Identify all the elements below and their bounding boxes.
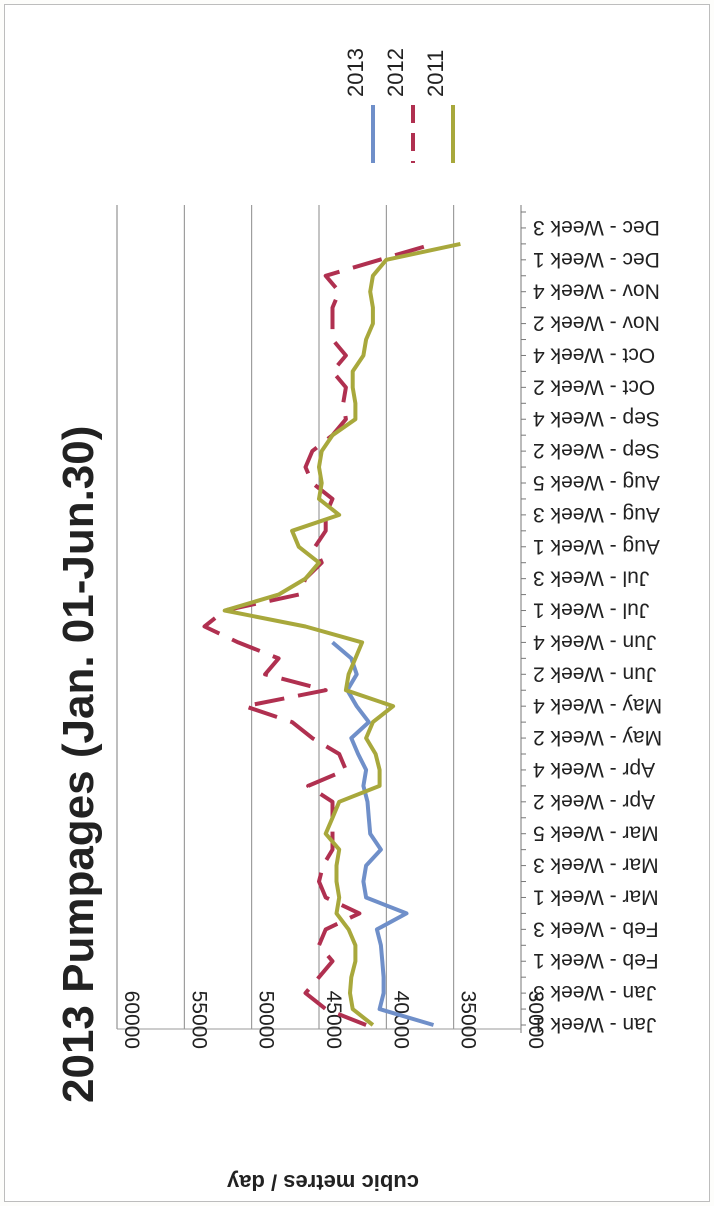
series-line-2012 (202, 241, 435, 1027)
category-tick-label: May - Week 4 (533, 694, 662, 717)
category-tick-label: Feb - Week 1 (533, 949, 659, 972)
value-tick-label: 35000 (457, 991, 480, 1049)
value-tick-label: 45000 (322, 991, 345, 1049)
category-tick-label: Apr - Week 4 (533, 758, 655, 781)
category-tick-label: Sep - Week 4 (533, 407, 660, 430)
legend-label-2012: 2012 (383, 48, 408, 97)
category-tick-label: Dec - Week 3 (533, 216, 660, 239)
legend-label-2011: 2011 (423, 50, 448, 97)
rotated-chart-group: Jan - Week 1 Jan - Week 3 Feb - Week 1 Feb … (54, 48, 662, 1195)
value-axis-label: cubic metres / day (226, 1170, 419, 1195)
chart-frame: Jan - Week 1 Jan - Week 3 Feb - Week 1 Feb … (4, 4, 710, 1202)
category-tick-label: May - Week 2 (533, 726, 662, 749)
category-tick-label: Oct - Week 2 (533, 375, 655, 398)
category-tick-label: Aug - Week 1 (533, 535, 660, 558)
value-tick-label: 30000 (524, 991, 547, 1049)
category-tick-label: Feb - Week 3 (533, 917, 659, 940)
category-tick-label: Mar - Week 1 (533, 885, 659, 908)
value-tick-label: 60000 (120, 991, 143, 1049)
category-tick-label: Jan - Week 1 (533, 1013, 656, 1036)
category-tick-label: Jul - Week 1 (533, 599, 649, 622)
chart-title: 2013 Pumpages (Jan. 01-Jun.30) (54, 426, 103, 1103)
category-tick-label: Aug - Week 5 (533, 471, 660, 494)
category-tick-label: Oct - Week 4 (533, 343, 655, 366)
value-tick-label: 55000 (187, 991, 210, 1049)
legend-label-2013: 2013 (343, 48, 368, 97)
category-tick-label: Jun - Week 2 (533, 662, 656, 685)
series-line-2013 (331, 640, 435, 1027)
category-tick-label: Jun - Week 4 (533, 630, 657, 653)
value-tick-label: 40000 (389, 991, 412, 1049)
value-tick-label: 50000 (255, 991, 278, 1049)
category-tick-label: Sep - Week 2 (533, 439, 660, 462)
category-tick-label: Nov - Week 2 (533, 312, 660, 335)
category-tick-label: Mar - Week 5 (533, 822, 659, 845)
category-tick-label: Mar - Week 3 (533, 854, 659, 877)
category-tick-label: Aug - Week 3 (533, 503, 660, 526)
pumpages-chart: Jan - Week 1 Jan - Week 3 Feb - Week 1 Feb … (54, 48, 662, 1195)
category-tick-label: Dec - Week 1 (533, 248, 660, 271)
category-tick-label: Apr - Week 2 (533, 790, 655, 813)
series-line-2011 (222, 241, 461, 1027)
category-tick-label: Jul - Week 3 (533, 567, 649, 590)
category-tick-label: Jan - Week 3 (533, 981, 656, 1004)
category-tick-label: Nov - Week 4 (533, 280, 660, 303)
